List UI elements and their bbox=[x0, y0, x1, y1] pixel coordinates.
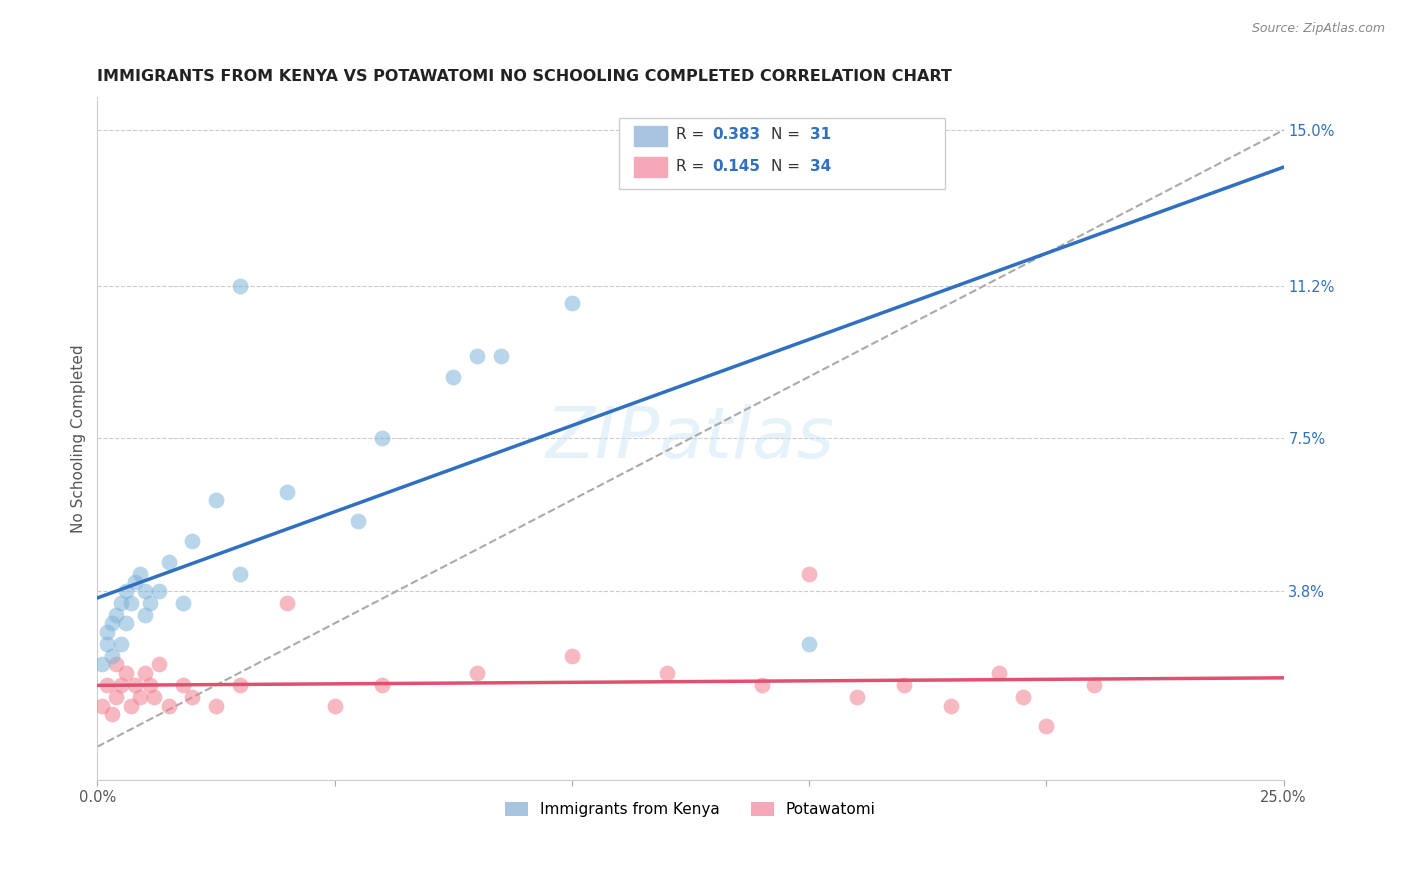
Point bbox=[228, 678, 250, 692]
Point bbox=[91, 657, 114, 672]
Point bbox=[1035, 719, 1057, 733]
Text: ZIPatlas: ZIPatlas bbox=[546, 404, 835, 473]
Point bbox=[110, 596, 132, 610]
FancyBboxPatch shape bbox=[634, 157, 666, 177]
Text: 0.383: 0.383 bbox=[711, 128, 759, 142]
Point bbox=[120, 698, 142, 713]
Text: IMMIGRANTS FROM KENYA VS POTAWATOMI NO SCHOOLING COMPLETED CORRELATION CHART: IMMIGRANTS FROM KENYA VS POTAWATOMI NO S… bbox=[97, 69, 952, 84]
Point bbox=[941, 698, 963, 713]
FancyBboxPatch shape bbox=[619, 118, 945, 189]
Point bbox=[797, 637, 820, 651]
Point bbox=[148, 583, 170, 598]
Text: R =: R = bbox=[676, 128, 710, 142]
Point bbox=[371, 431, 394, 445]
Point bbox=[157, 698, 180, 713]
Point bbox=[276, 484, 298, 499]
Point bbox=[143, 690, 166, 705]
Point bbox=[205, 493, 228, 508]
Point bbox=[148, 657, 170, 672]
Point bbox=[172, 596, 194, 610]
Point bbox=[465, 349, 488, 363]
Legend: Immigrants from Kenya, Potawatomi: Immigrants from Kenya, Potawatomi bbox=[499, 796, 882, 823]
Text: R =: R = bbox=[676, 160, 710, 174]
Point bbox=[465, 665, 488, 680]
Point bbox=[323, 698, 346, 713]
Point bbox=[347, 514, 370, 528]
Point bbox=[561, 649, 583, 664]
Point bbox=[228, 567, 250, 582]
Point bbox=[91, 698, 114, 713]
FancyBboxPatch shape bbox=[634, 126, 666, 146]
Point bbox=[114, 583, 136, 598]
Point bbox=[105, 608, 128, 623]
Point bbox=[1011, 690, 1033, 705]
Text: N =: N = bbox=[770, 160, 806, 174]
Point bbox=[371, 678, 394, 692]
Point bbox=[893, 678, 915, 692]
Point bbox=[114, 616, 136, 631]
Point bbox=[129, 690, 152, 705]
Point bbox=[105, 657, 128, 672]
Point bbox=[561, 295, 583, 310]
Point bbox=[276, 596, 298, 610]
Point bbox=[96, 678, 118, 692]
Point bbox=[205, 698, 228, 713]
Point bbox=[138, 596, 160, 610]
Point bbox=[987, 665, 1010, 680]
Point bbox=[181, 690, 204, 705]
Point bbox=[110, 637, 132, 651]
Point bbox=[228, 279, 250, 293]
Point bbox=[181, 534, 204, 549]
Point bbox=[124, 678, 146, 692]
Point bbox=[105, 690, 128, 705]
Point bbox=[134, 608, 156, 623]
Point bbox=[797, 567, 820, 582]
Point bbox=[845, 690, 868, 705]
Point bbox=[1083, 678, 1105, 692]
Text: Source: ZipAtlas.com: Source: ZipAtlas.com bbox=[1251, 22, 1385, 36]
Point bbox=[100, 649, 122, 664]
Text: 0.145: 0.145 bbox=[711, 160, 759, 174]
Point bbox=[489, 349, 512, 363]
Point bbox=[441, 369, 464, 384]
Point bbox=[134, 665, 156, 680]
Point bbox=[96, 637, 118, 651]
Point bbox=[96, 624, 118, 639]
Point bbox=[138, 678, 160, 692]
Point bbox=[124, 575, 146, 590]
Point bbox=[172, 678, 194, 692]
Point bbox=[114, 665, 136, 680]
Text: 31: 31 bbox=[810, 128, 831, 142]
Text: N =: N = bbox=[770, 128, 806, 142]
Text: 34: 34 bbox=[810, 160, 831, 174]
Point bbox=[120, 596, 142, 610]
Point bbox=[751, 678, 773, 692]
Point bbox=[157, 555, 180, 569]
Point bbox=[129, 567, 152, 582]
Point bbox=[110, 678, 132, 692]
Point bbox=[655, 665, 678, 680]
Y-axis label: No Schooling Completed: No Schooling Completed bbox=[72, 344, 86, 533]
Point bbox=[100, 706, 122, 721]
Point bbox=[134, 583, 156, 598]
Point bbox=[100, 616, 122, 631]
